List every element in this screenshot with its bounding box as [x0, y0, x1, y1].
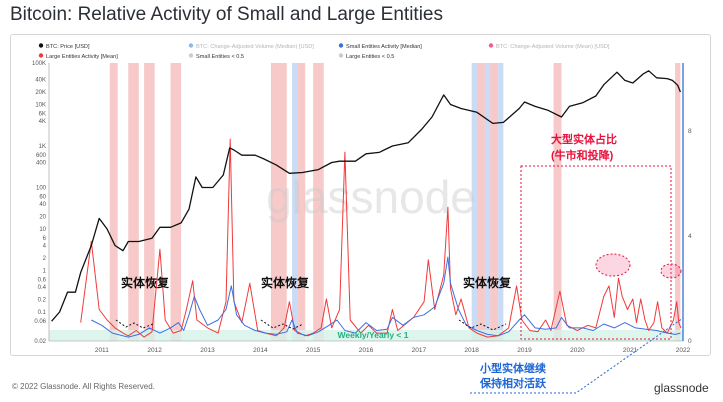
y-left-tick-label: 100K: [32, 61, 46, 67]
highlight-band: [553, 63, 562, 341]
x-tick-label: 2020: [570, 347, 585, 354]
threshold-label: Weekly/Yearly < 1: [338, 330, 409, 340]
y-left-tick-label: 20K: [35, 90, 46, 96]
legend-label: BTC: Change-Adjusted Volume (Median) [US…: [196, 44, 314, 50]
x-tick-label: 2015: [306, 347, 321, 354]
y-left-tick-label: 1K: [39, 144, 46, 150]
x-tick-label: 2013: [200, 347, 215, 354]
y-left-tick-label: 40: [39, 202, 46, 208]
y-left-tick-label: 2: [43, 256, 47, 262]
highlight-band: [313, 63, 324, 341]
x-tick-label: 2016: [359, 347, 374, 354]
y-left-tick-label: 4K: [39, 119, 46, 125]
threshold-band: [49, 330, 683, 341]
large-share-box: [520, 165, 672, 340]
page-title: Bitcoin: Relative Activity of Small and …: [10, 4, 443, 25]
highlight-bands: [109, 63, 681, 341]
y-left-tick-label: 40K: [35, 78, 46, 84]
chart-svg: BTC: Price [USD] BTC: Change-Adjusted Vol…: [32, 43, 692, 354]
small-active-label-line1: 小型实体继续: [479, 361, 546, 375]
highlight-band: [170, 63, 182, 341]
y-left-tick-label: 0.6: [38, 278, 47, 284]
y-left-tick-label: 0.4: [38, 285, 47, 291]
x-tick-label: 2014: [253, 347, 268, 354]
highlight-band: [297, 63, 306, 341]
y-left-tick-label: 6: [43, 236, 47, 242]
y-left-tick-label: 10K: [35, 102, 46, 108]
highlight-ellipse-1: [595, 253, 631, 277]
y-left-tick-label: 400: [36, 161, 47, 167]
large-share-label-line1: 大型实体占比: [551, 132, 617, 146]
recovery-label-1: 实体恢复: [121, 275, 170, 290]
highlight-band: [292, 63, 298, 341]
y-left-tick-label: 600: [36, 153, 47, 159]
x-tick-label: 2018: [464, 347, 479, 354]
y-left-tick-label: 6K: [39, 112, 46, 118]
legend-label: Small Entities < 0.5: [196, 54, 244, 60]
x-tick-label: 2012: [147, 347, 162, 354]
series-line: [51, 70, 682, 322]
brand-logo-text: glassnode: [654, 381, 709, 395]
y-left-tick-label: 4: [43, 244, 47, 250]
recovery-arrows-2: [260, 319, 304, 330]
legend-marker: [38, 53, 44, 58]
recovery-label-3: 实体恢复: [463, 275, 512, 290]
y-left-tick-label: 1: [43, 268, 47, 274]
highlight-band: [484, 63, 491, 341]
highlight-band: [675, 63, 681, 341]
y-right-tick-label: 4: [688, 233, 692, 240]
highlight-ellipse-2: [660, 263, 682, 279]
legend-marker: [338, 53, 344, 58]
small-active-label-line2: 保持相对活跃: [479, 376, 547, 390]
y-left-tick-label: 0.06: [34, 319, 46, 325]
chart-legend: BTC: Price [USD] BTC: Change-Adjusted Vol…: [38, 43, 610, 60]
legend-marker: [338, 43, 344, 48]
x-tick-label: 2022: [676, 347, 691, 354]
highlight-band: [144, 63, 155, 341]
highlight-band: [128, 63, 139, 341]
x-axis: 2011 2012 2013 2014 2015 2016 2017 2018 2019 2020…: [49, 340, 691, 354]
recovery-label-2: 实体恢复: [261, 275, 310, 290]
legend-marker: [488, 43, 494, 48]
highlight-band: [498, 63, 504, 341]
highlight-band: [471, 63, 477, 341]
x-tick-label: 2021: [623, 347, 638, 354]
highlight-band: [109, 63, 118, 341]
legend-label: BTC: Price [USD]: [46, 44, 90, 50]
legend-label: Small Entities Activity [Median]: [346, 44, 422, 50]
series-line: [80, 138, 682, 338]
y-left-tick-label: 0.02: [34, 339, 46, 345]
chart-panel: BTC: Price [USD] BTC: Change-Adjusted Vol…: [10, 34, 711, 356]
y-left-tick-label: 20: [39, 215, 46, 221]
highlight-band: [490, 63, 499, 341]
y-left-tick-label: 0.2: [38, 298, 47, 304]
legend-marker: [188, 53, 194, 58]
highlight-band: [476, 63, 485, 341]
watermark: glassnode: [266, 171, 476, 223]
recovery-arrows-1: [115, 319, 154, 329]
x-tick-label: 2011: [95, 347, 109, 354]
y-left-tick-label: 60: [39, 195, 46, 201]
y-left-tick-label: 10: [39, 227, 46, 233]
y-left-tick-label: 0.1: [38, 310, 47, 316]
y-right-tick-label: 0: [688, 338, 692, 345]
x-tick-label: 2019: [517, 347, 532, 354]
y-axis-right: 0 4 8: [688, 128, 692, 345]
x-tick-label: 2017: [412, 347, 427, 354]
legend-marker: [188, 43, 194, 48]
large-share-label-line2: (牛市和投降): [551, 148, 614, 162]
annotations: 实体恢复 实体恢复 实体恢复 大型实体占比 (牛市和投降) Weekly/Yea…: [115, 132, 682, 340]
y-right-tick-label: 8: [688, 128, 692, 135]
legend-label: Large Entities < 0.5: [346, 54, 394, 60]
highlight-band: [270, 63, 287, 341]
legend-label: BTC: Change-Adjusted Volume (Mean) [USD]: [496, 44, 610, 50]
legend-marker: [38, 43, 44, 48]
copyright-text: © 2022 Glassnode. All Rights Reserved.: [12, 382, 155, 391]
legend-label: Large Entities Activity [Mean]: [46, 54, 118, 60]
y-left-tick-label: 100: [36, 185, 47, 191]
